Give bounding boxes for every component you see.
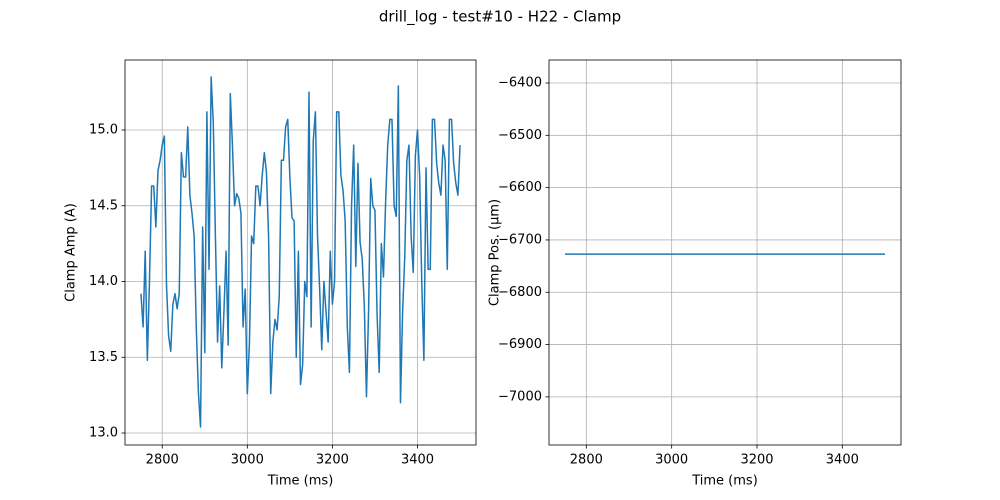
y-tick-label: 13.0 [89, 426, 118, 441]
x-tick-label: 3000 [655, 453, 688, 468]
y-tick-label: 15.0 [89, 123, 118, 138]
y-tick-label: 14.5 [89, 198, 118, 213]
y-tick-label: −6500 [498, 128, 542, 143]
y-tick-label: −6400 [498, 76, 542, 91]
x-tick-label: 3000 [231, 453, 264, 468]
figure-title: drill_log - test#10 - H22 - Clamp [379, 8, 621, 27]
axes-frame [548, 59, 902, 446]
y-tick-label: −6700 [498, 232, 542, 247]
axes-frame [124, 59, 477, 446]
x-tick-label: 3400 [826, 453, 859, 468]
y-tick-label: −6800 [498, 285, 542, 300]
y-tick-label: −6600 [498, 180, 542, 195]
y-tick-label: −6900 [498, 337, 542, 352]
x-axis-label: Time (ms) [267, 474, 334, 489]
y-tick-label: 13.5 [89, 350, 118, 365]
x-tick-label: 3200 [740, 453, 773, 468]
x-tick-label: 2800 [570, 453, 603, 468]
y-axis-label: Clamp Pos. (µm) [488, 199, 503, 306]
data-line [140, 76, 461, 428]
x-tick-label: 3200 [316, 453, 349, 468]
y-tick-label: −7000 [498, 389, 542, 404]
x-tick-label: 2800 [146, 453, 179, 468]
x-axis-label: Time (ms) [691, 474, 758, 489]
y-tick-label: 14.0 [89, 274, 118, 289]
x-tick-label: 3400 [401, 453, 434, 468]
y-axis-label: Clamp Amp (A) [64, 203, 79, 302]
